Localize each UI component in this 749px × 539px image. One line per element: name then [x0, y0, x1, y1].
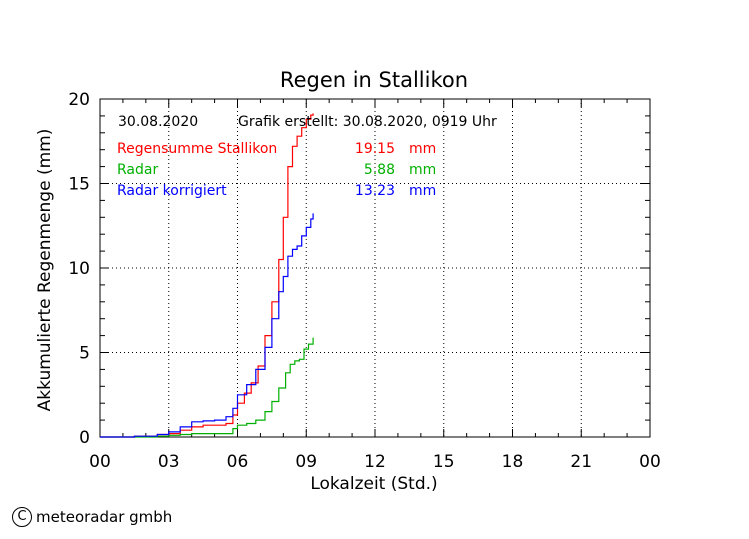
y-tick-label: 0: [79, 428, 90, 448]
y-tick-label: 20: [68, 90, 90, 110]
legend-entry-unit: mm: [409, 162, 436, 178]
series-line-radar: [100, 337, 314, 438]
x-tick-label: 21: [570, 452, 592, 472]
y-tick-label: 15: [68, 175, 90, 195]
y-axis-label: Akkumulierte Regenmenge (mm): [35, 129, 55, 412]
copyright-icon: C: [12, 507, 32, 527]
legend-entry-unit: mm: [409, 183, 436, 199]
legend: Regensumme Stallikon 19.15 mm Radar 5.88 mm Ra…: [117, 141, 436, 199]
data-series: [100, 113, 314, 438]
x-tick-label: 06: [227, 452, 249, 472]
series-line-radar-korrigiert: [100, 213, 314, 438]
copyright-text: meteoradar gmbh: [36, 508, 173, 526]
legend-entry-name: Radar: [117, 162, 158, 178]
x-tick-label: 00: [639, 452, 661, 472]
chart-created-note: Grafik erstellt: 30.08.2020, 0919 Uhr: [238, 114, 497, 130]
y-tick-label: 10: [68, 259, 90, 279]
copyright-notice: C meteoradar gmbh: [12, 507, 172, 527]
grid-lines: [100, 99, 650, 437]
legend-entry-value: 13.23: [355, 183, 395, 199]
x-tick-label: 18: [502, 452, 524, 472]
legend-entry-value: 19.15: [355, 141, 395, 157]
legend-entry-unit: mm: [409, 141, 436, 157]
x-tick-label: 15: [433, 452, 455, 472]
x-axis-label: Lokalzeit (Std.): [310, 474, 437, 494]
legend-entry-name: Regensumme Stallikon: [117, 141, 277, 157]
x-tick-label: 09: [295, 452, 317, 472]
x-tick-label: 12: [364, 452, 386, 472]
chart-title: Regen in Stallikon: [280, 68, 468, 92]
y-tick-label: 5: [79, 344, 90, 364]
chart-date: 30.08.2020: [118, 114, 198, 130]
x-tick-label: 03: [158, 452, 180, 472]
legend-entry-value: 5.88: [364, 162, 395, 178]
legend-entry-name: Radar korrigiert: [117, 183, 227, 199]
x-tick-label: 00: [89, 452, 111, 472]
